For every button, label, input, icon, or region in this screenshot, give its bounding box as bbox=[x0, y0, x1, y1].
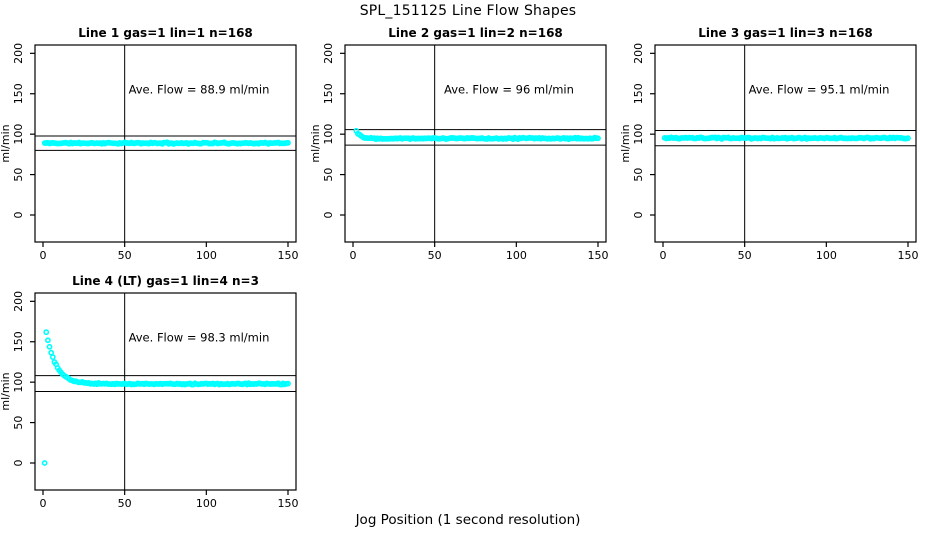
x-axis: 0 50 100 150 bbox=[40, 490, 298, 510]
svg-text:150: 150 bbox=[12, 331, 25, 352]
data-points bbox=[41, 329, 291, 466]
svg-text:50: 50 bbox=[118, 249, 132, 262]
y-axis-title: ml/min bbox=[0, 124, 12, 162]
svg-text:0: 0 bbox=[40, 249, 47, 262]
svg-text:100: 100 bbox=[632, 124, 645, 145]
svg-text:100: 100 bbox=[506, 249, 527, 262]
subplot-3: Line 3 gas=1 lin=3 n=168 0 50 100 150 0 50 100 1… bbox=[620, 26, 918, 262]
svg-text:50: 50 bbox=[322, 168, 335, 182]
y-axis: 0 50 100 150 200 bbox=[632, 43, 655, 219]
y-axis: 0 50 100 150 200 bbox=[12, 291, 35, 467]
avg-flow-annotation: Ave. Flow = 88.9 ml/min bbox=[129, 83, 270, 97]
subplot-title: Line 3 gas=1 lin=3 n=168 bbox=[698, 26, 873, 40]
svg-text:0: 0 bbox=[40, 497, 47, 510]
svg-text:50: 50 bbox=[12, 168, 25, 182]
svg-text:50: 50 bbox=[12, 416, 25, 430]
svg-text:0: 0 bbox=[12, 212, 25, 219]
svg-text:100: 100 bbox=[196, 497, 217, 510]
svg-text:200: 200 bbox=[12, 43, 25, 64]
plot-box bbox=[344, 44, 607, 243]
svg-text:50: 50 bbox=[118, 497, 132, 510]
svg-text:100: 100 bbox=[816, 249, 837, 262]
y-axis: 0 50 100 150 200 bbox=[12, 43, 35, 219]
svg-text:150: 150 bbox=[12, 83, 25, 104]
svg-text:0: 0 bbox=[322, 212, 335, 219]
svg-text:150: 150 bbox=[897, 249, 918, 262]
svg-text:200: 200 bbox=[322, 43, 335, 64]
svg-text:150: 150 bbox=[277, 497, 298, 510]
avg-flow-annotation: Ave. Flow = 98.3 ml/min bbox=[129, 331, 270, 345]
subplot-title: Line 4 (LT) gas=1 lin=4 n=3 bbox=[72, 274, 259, 288]
plot-box bbox=[34, 44, 297, 243]
svg-text:50: 50 bbox=[428, 249, 442, 262]
x-axis: 0 50 100 150 bbox=[350, 242, 608, 262]
data-points bbox=[41, 139, 291, 147]
subplot-2: Line 2 gas=1 lin=2 n=168 0 50 100 150 0 50 100 1… bbox=[310, 26, 608, 262]
x-axis: 0 50 100 150 bbox=[40, 242, 298, 262]
svg-text:100: 100 bbox=[196, 249, 217, 262]
avg-flow-annotation: Ave. Flow = 95.1 ml/min bbox=[749, 83, 890, 97]
svg-text:150: 150 bbox=[632, 83, 645, 104]
svg-text:200: 200 bbox=[12, 291, 25, 312]
avg-flow-annotation: Ave. Flow = 96 ml/min bbox=[444, 83, 574, 97]
data-points bbox=[353, 127, 601, 143]
svg-text:100: 100 bbox=[322, 124, 335, 145]
svg-text:200: 200 bbox=[632, 43, 645, 64]
y-axis-title: ml/min bbox=[310, 124, 322, 162]
svg-text:50: 50 bbox=[632, 168, 645, 182]
svg-text:0: 0 bbox=[632, 212, 645, 219]
svg-text:0: 0 bbox=[350, 249, 357, 262]
x-axis-label: Jog Position (1 second resolution) bbox=[355, 512, 581, 528]
svg-text:0: 0 bbox=[660, 249, 667, 262]
y-axis-title: ml/min bbox=[0, 372, 12, 410]
figure-title: SPL_151125 Line Flow Shapes bbox=[359, 3, 577, 19]
x-axis: 0 50 100 150 bbox=[660, 242, 918, 262]
subplot-title: Line 1 gas=1 lin=1 n=168 bbox=[78, 26, 253, 40]
svg-text:150: 150 bbox=[322, 83, 335, 104]
svg-text:100: 100 bbox=[12, 372, 25, 393]
subplot-title: Line 2 gas=1 lin=2 n=168 bbox=[388, 26, 563, 40]
svg-text:100: 100 bbox=[12, 124, 25, 145]
y-axis-title: ml/min bbox=[620, 124, 632, 162]
data-points bbox=[661, 134, 911, 142]
svg-text:0: 0 bbox=[12, 460, 25, 467]
plot-box bbox=[654, 44, 917, 243]
svg-text:150: 150 bbox=[277, 249, 298, 262]
subplot-4: Line 4 (LT) gas=1 lin=4 n=3 0 50 100 150 0 50 1… bbox=[0, 274, 298, 510]
subplot-1: Line 1 gas=1 lin=1 n=168 0 50 100 150 0 50 100 1… bbox=[0, 26, 298, 262]
svg-text:150: 150 bbox=[587, 249, 608, 262]
y-axis: 0 50 100 150 200 bbox=[322, 43, 345, 219]
svg-text:50: 50 bbox=[738, 249, 752, 262]
